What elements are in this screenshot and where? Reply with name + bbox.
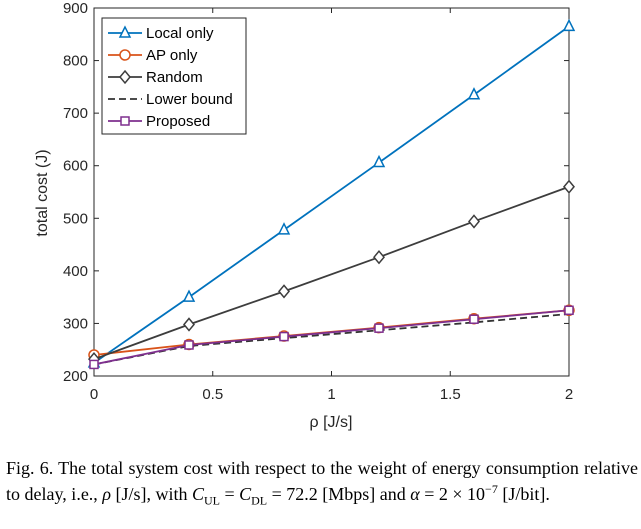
series-4-point xyxy=(184,340,194,350)
legend-label-4: Proposed xyxy=(146,113,210,130)
series-0-point xyxy=(372,154,386,168)
x-tick-label: 1.5 xyxy=(440,386,461,403)
series-2-point xyxy=(468,214,480,229)
x-tick-label: 0 xyxy=(90,386,98,403)
y-tick-label: 400 xyxy=(63,263,88,280)
y-tick-label: 800 xyxy=(63,53,88,70)
x-tick-label: 2 xyxy=(565,386,573,403)
y-tick-label: 300 xyxy=(63,315,88,332)
x-axis-label: ρ [J/s] xyxy=(310,414,353,431)
y-tick-label: 700 xyxy=(63,105,88,122)
legend-marker-2 xyxy=(119,69,131,85)
series-4-point xyxy=(279,331,289,342)
series-0-point xyxy=(182,289,196,302)
legend-marker-0 xyxy=(118,25,132,38)
series-line-3 xyxy=(93,313,570,366)
legend-marker-4 xyxy=(120,116,130,126)
caption-part-1: Fig. 6. The total system cost with respe… xyxy=(6,458,638,508)
series-0-point xyxy=(467,87,481,100)
y-axis-label: total cost (J) xyxy=(34,149,51,236)
y-tick-label: 900 xyxy=(63,0,88,17)
x-tick-label: 0.5 xyxy=(202,386,223,403)
y-tick-label: 200 xyxy=(63,368,88,385)
legend-label-2: Random xyxy=(146,69,203,86)
series-line-2 xyxy=(93,185,570,361)
series-4-point xyxy=(469,314,479,324)
series-4-point xyxy=(374,323,384,333)
legend-label-1: AP only xyxy=(146,47,198,64)
y-tick-label: 600 xyxy=(63,158,88,175)
figure-caption: Fig. 6. The total system cost with respe… xyxy=(6,458,638,512)
legend-marker-1 xyxy=(119,49,131,61)
series-0-point xyxy=(562,18,576,32)
series-line-0 xyxy=(93,25,570,364)
series-2-point xyxy=(563,179,575,194)
series-2-point xyxy=(278,284,290,299)
legend-label-0: Local only xyxy=(146,25,214,42)
series-2-point xyxy=(183,317,195,332)
series-0-point xyxy=(277,222,291,235)
series-2-point xyxy=(373,250,385,265)
legend-label-3: Lower bound xyxy=(146,91,233,108)
x-tick-label: 1 xyxy=(327,386,335,403)
series-4-point xyxy=(564,305,574,316)
chart: 0 0.5 1 1.5 2 200 300 400 500 600 700 800 900 Local o… xyxy=(34,0,576,431)
y-tick-label: 500 xyxy=(63,210,88,227)
series-line-4 xyxy=(93,309,570,366)
series-4-point xyxy=(89,359,99,370)
